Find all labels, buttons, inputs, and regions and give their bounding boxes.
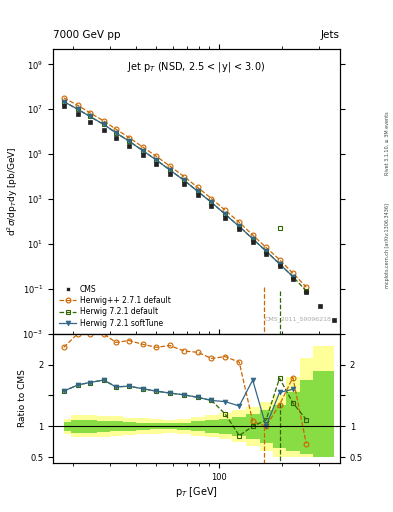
CMS: [195, 192, 200, 198]
Herwig 7.2.1 softTune: [87, 113, 92, 119]
CMS: [223, 215, 228, 221]
CMS: [182, 181, 186, 187]
Herwig++ 2.7.1 default: [250, 232, 255, 238]
Herwig 7.2.1 softTune: [195, 188, 200, 195]
Herwig 7.2.1 default: [182, 177, 186, 183]
Herwig++ 2.7.1 default: [75, 102, 80, 109]
Herwig 7.2.1 default: [167, 167, 172, 173]
Herwig 7.2.1 softTune: [154, 157, 159, 163]
CMS: [87, 119, 92, 125]
Herwig 7.2.1 softTune: [264, 248, 268, 254]
Herwig++ 2.7.1 default: [154, 153, 159, 159]
Herwig 7.2.1 default: [209, 199, 214, 205]
Line: Herwig++ 2.7.1 default: Herwig++ 2.7.1 default: [61, 95, 309, 289]
Herwig 7.2.1 default: [87, 113, 92, 119]
Herwig 7.2.1 default: [237, 223, 242, 229]
Herwig++ 2.7.1 default: [140, 144, 145, 150]
Herwig 7.2.1 default: [75, 106, 80, 112]
Herwig++ 2.7.1 default: [237, 219, 242, 225]
Text: 7000 GeV pp: 7000 GeV pp: [53, 30, 121, 40]
Herwig++ 2.7.1 default: [209, 196, 214, 202]
CMS: [114, 135, 118, 141]
Herwig++ 2.7.1 default: [101, 118, 106, 124]
Herwig 7.2.1 softTune: [75, 106, 80, 112]
Herwig++ 2.7.1 default: [167, 163, 172, 169]
CMS: [61, 103, 66, 109]
CMS: [209, 203, 214, 209]
Herwig 7.2.1 default: [277, 261, 282, 267]
Herwig 7.2.1 softTune: [101, 121, 106, 127]
CMS: [290, 276, 295, 282]
Y-axis label: d$^2\sigma$/dp$_T$dy [pb/GeV]: d$^2\sigma$/dp$_T$dy [pb/GeV]: [5, 146, 20, 236]
Herwig 7.2.1 default: [304, 288, 309, 294]
CMS: [154, 161, 159, 167]
Herwig++ 2.7.1 default: [61, 95, 66, 101]
CMS: [127, 143, 131, 149]
Herwig 7.2.1 softTune: [140, 147, 145, 154]
CMS: [304, 289, 309, 295]
Herwig++ 2.7.1 default: [182, 174, 186, 180]
CMS: [331, 317, 336, 323]
CMS: [250, 239, 255, 245]
Herwig++ 2.7.1 default: [87, 110, 92, 116]
Herwig 7.2.1 default: [140, 147, 145, 154]
CMS: [237, 226, 242, 232]
Line: CMS: CMS: [61, 103, 336, 323]
Herwig 7.2.1 softTune: [290, 273, 295, 280]
Herwig++ 2.7.1 default: [304, 284, 309, 290]
Herwig 7.2.1 default: [154, 157, 159, 163]
Herwig++ 2.7.1 default: [223, 207, 228, 213]
Herwig 7.2.1 default: [114, 130, 118, 136]
Herwig++ 2.7.1 default: [127, 135, 131, 141]
Herwig 7.2.1 softTune: [209, 199, 214, 205]
Herwig++ 2.7.1 default: [195, 184, 200, 190]
Herwig 7.2.1 default: [290, 273, 295, 280]
Herwig 7.2.1 softTune: [182, 177, 186, 183]
Herwig++ 2.7.1 default: [277, 257, 282, 263]
Herwig 7.2.1 default: [127, 138, 131, 144]
Text: CMS_2011_S9096218: CMS_2011_S9096218: [264, 316, 331, 323]
CMS: [101, 127, 106, 133]
Text: mcplots.cern.ch [arXiv:1306.3436]: mcplots.cern.ch [arXiv:1306.3436]: [385, 203, 390, 288]
Herwig 7.2.1 softTune: [277, 261, 282, 267]
Herwig 7.2.1 softTune: [237, 223, 242, 229]
CMS: [167, 171, 172, 177]
Herwig 7.2.1 default: [195, 188, 200, 195]
Herwig 7.2.1 softTune: [61, 98, 66, 104]
X-axis label: p$_T$ [GeV]: p$_T$ [GeV]: [175, 485, 218, 499]
Y-axis label: Ratio to CMS: Ratio to CMS: [18, 370, 28, 428]
Herwig 7.2.1 default: [223, 211, 228, 217]
Herwig 7.2.1 default: [101, 121, 106, 127]
Line: Herwig 7.2.1 softTune: Herwig 7.2.1 softTune: [61, 99, 295, 279]
Herwig 7.2.1 default: [61, 98, 66, 104]
Line: Herwig 7.2.1 default: Herwig 7.2.1 default: [61, 99, 309, 293]
Herwig++ 2.7.1 default: [264, 244, 268, 250]
Text: Rivet 3.1.10, ≥ 3M events: Rivet 3.1.10, ≥ 3M events: [385, 112, 390, 175]
Legend: CMS, Herwig++ 2.7.1 default, Herwig 7.2.1 default, Herwig 7.2.1 softTune: CMS, Herwig++ 2.7.1 default, Herwig 7.2.…: [57, 283, 173, 330]
Herwig 7.2.1 softTune: [223, 211, 228, 217]
Text: Jets: Jets: [321, 30, 340, 40]
Herwig++ 2.7.1 default: [290, 270, 295, 276]
Text: Jet p$_T$ (NSD, 2.5 < |y| < 3.0): Jet p$_T$ (NSD, 2.5 < |y| < 3.0): [127, 60, 266, 74]
CMS: [75, 111, 80, 117]
Herwig++ 2.7.1 default: [114, 126, 118, 132]
CMS: [140, 152, 145, 158]
Herwig 7.2.1 softTune: [127, 138, 131, 144]
Herwig 7.2.1 softTune: [114, 130, 118, 136]
CMS: [264, 251, 268, 257]
CMS: [318, 303, 322, 309]
CMS: [277, 263, 282, 269]
Herwig 7.2.1 default: [250, 236, 255, 242]
Herwig 7.2.1 softTune: [250, 236, 255, 242]
Herwig 7.2.1 softTune: [167, 167, 172, 173]
Herwig 7.2.1 default: [264, 248, 268, 254]
